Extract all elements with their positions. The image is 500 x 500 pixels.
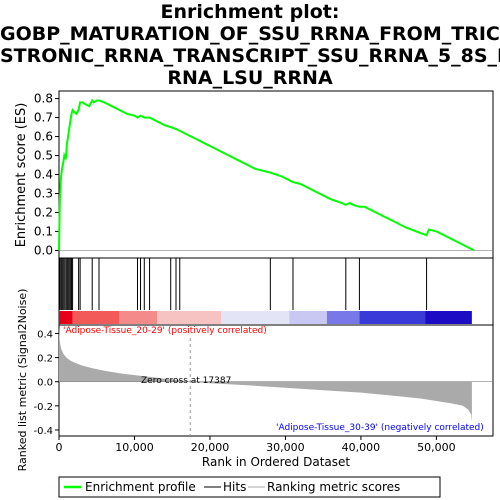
x-tick-label: 40,000 [342,441,381,454]
x-tick-label: 10,000 [115,441,154,454]
metric-y-axis: -0.4 -0.2 0.0 0.2 0.4 [33,329,59,437]
es-y-tick-label: 0.3 [34,186,53,200]
color-bar-segment [326,311,360,324]
color-bar-segment [425,311,472,324]
metric-y-tick-label: 0.2 [37,354,53,365]
color-bar-segment [72,311,120,324]
color-bar-segment [119,311,158,324]
metric-y-tick-label: -0.4 [33,426,53,437]
metric-y-tick-label: 0.4 [37,329,53,340]
title-line: RNA_LSU_RRNA [167,67,333,89]
legend: Enrichment profile Hits Ranking metric s… [58,476,441,498]
chart-title: Enrichment plot: GOBP_MATURATION_OF_SSU_… [0,1,500,89]
hit-marks [59,258,428,310]
color-bar-segment [359,311,426,324]
color-bar-segment [59,311,73,324]
title-line: Enrichment plot: [160,1,340,23]
metric-y-axis-label: Ranked list metric (Signal2Noise) [16,289,29,472]
negative-correlation-label: 'Adipose-Tissue_30-39' (negatively corre… [276,423,484,433]
color-bar-segment [157,311,222,324]
es-plot-area [58,98,493,252]
legend-label-enrichment: Enrichment profile [85,480,196,494]
enrichment-profile-line [58,98,475,252]
es-y-tick-label: 0.6 [34,130,53,144]
x-tick-label: 20,000 [191,441,230,454]
es-y-tick-label: 0.4 [34,168,53,182]
x-tick-label: 50,000 [417,441,456,454]
es-y-tick-label: 0.1 [34,224,53,238]
metric-y-tick-label: 0.0 [37,378,53,389]
zero-cross-label: Zero cross at 17387 [141,376,231,386]
color-bar-segment [221,311,290,324]
legend-label-hits: Hits [223,480,246,494]
es-y-tick-label: 0.8 [34,92,53,106]
es-y-axis-label: Enrichment score (ES) [14,103,29,248]
rank-x-axis: 0 10,000 20,000 30,000 40,000 50,000 [56,436,456,454]
title-line: STRONIC_RRNA_TRANSCRIPT_SSU_RRNA_5_8S_R [0,45,500,67]
legend-label-metric: Ranking metric scores [267,480,400,494]
metric-y-tick-label: -0.2 [33,402,53,413]
title-line: GOBP_MATURATION_OF_SSU_RRNA_FROM_TRICI [0,23,500,45]
rank-color-bar [59,311,472,324]
x-axis-label: Rank in Ordered Dataset [202,455,350,469]
es-y-tick-label: 0.7 [34,111,53,125]
metric-plot-area [59,326,493,436]
color-bar-segment [289,311,327,324]
x-tick-label: 0 [56,441,63,454]
es-y-tick-label: 0.0 [34,243,53,257]
es-y-tick-label: 0.2 [34,205,53,219]
es-y-axis: 0.0 0.1 0.2 0.3 0.4 0.5 0.6 0.7 0.8 [34,92,59,257]
x-tick-label: 30,000 [266,441,305,454]
positive-correlation-label: 'Adipose-Tissue_20-29' (positively corre… [63,326,267,336]
es-y-tick-label: 0.5 [34,149,53,163]
